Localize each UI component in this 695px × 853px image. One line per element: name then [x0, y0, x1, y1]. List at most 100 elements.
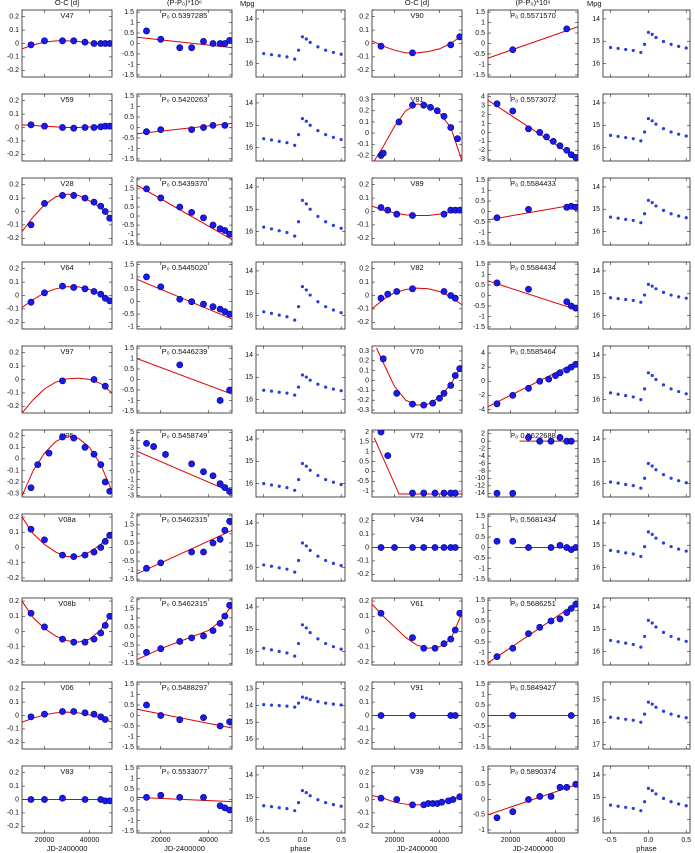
- photometry-dot: [269, 805, 274, 809]
- photometry-dot: [654, 287, 658, 291]
- data-point: [563, 609, 571, 617]
- data-point: [226, 806, 232, 814]
- photometry-dot: [300, 461, 305, 466]
- data-point: [536, 623, 544, 631]
- photometry-dot: [316, 554, 320, 558]
- y-tick-label: -1: [128, 61, 134, 68]
- y-tick-label: -0.2: [7, 479, 19, 486]
- y-tick-label: 1: [130, 775, 134, 782]
- data-point: [509, 391, 517, 399]
- panel: -1.5 -1 -0.5 0 0.5 1 1.5 P₀ 0.5584433: [473, 177, 579, 247]
- y-tick-label: 1: [481, 19, 485, 26]
- y-tick-label: 14: [245, 702, 253, 709]
- panel: -1.5 -1 -0.5 0 0.5 1 1.5 2 P₀ 0.5462315: [122, 597, 233, 667]
- data-point: [41, 623, 48, 631]
- panel: 14 15 16: [592, 429, 691, 498]
- photometry-dot: [650, 464, 654, 468]
- y-tick-label: 0: [130, 712, 134, 719]
- photometry-dot: [339, 311, 343, 315]
- photometry-dot: [324, 701, 328, 705]
- y-tick-label: 1: [130, 461, 134, 468]
- y-tick-label: 15: [245, 626, 253, 633]
- y-tick-label: 14: [592, 772, 600, 779]
- photometry-dot: [646, 198, 650, 202]
- data-point: [59, 433, 66, 441]
- photometry-dot: [277, 313, 281, 317]
- photometry-dot: [262, 137, 266, 141]
- y-tick-label: 1.5: [124, 186, 134, 193]
- data-point: [409, 285, 416, 293]
- panel-title: V06: [60, 683, 73, 692]
- y-tick-label: -1.5: [473, 660, 485, 667]
- y-tick-label: 1: [130, 531, 134, 538]
- data-point: [556, 615, 564, 623]
- data-point: [226, 718, 232, 726]
- panel: -1 -0.5 0 0.5 1 1.5 P₀ 0.5445020: [122, 261, 233, 330]
- photometry-dot: [669, 212, 673, 216]
- data-point: [226, 230, 232, 238]
- y-tick-label: 0.1: [9, 783, 19, 790]
- y-tick-label: 1: [130, 19, 134, 26]
- fit-curve: [488, 26, 578, 59]
- y-tick-label: 16: [245, 312, 253, 319]
- x-tick-label: 40000: [546, 837, 566, 844]
- data-point: [440, 489, 448, 497]
- y-tick-label: -1.5: [473, 324, 485, 331]
- data-point: [59, 635, 66, 643]
- y-tick-label: 0: [481, 208, 485, 215]
- photometry-dot: [684, 716, 688, 720]
- panel: -0.2 -0.1 0 0.1 0.2 20000 40000 V83 JD-2400000: [7, 765, 113, 853]
- photometry-dot: [316, 382, 320, 386]
- panel: 14 15 16: [592, 93, 691, 162]
- data-point: [209, 40, 217, 47]
- panel-title: P₀ 0.5890374: [510, 767, 556, 776]
- data-point: [431, 489, 439, 497]
- data-point: [393, 210, 401, 218]
- y-tick-label: -1: [479, 733, 485, 740]
- y-tick-label: -6: [479, 460, 485, 467]
- photometry-dot: [316, 637, 320, 641]
- y-tick-label: 1.5: [124, 345, 134, 352]
- panel: 14 15 16 -0.5 0.0 0.5 phase: [592, 765, 691, 853]
- data-point: [157, 712, 165, 719]
- y-tick-label: 0: [130, 40, 134, 47]
- y-tick-label: -0.5: [473, 639, 485, 646]
- photometry-dot: [293, 570, 297, 574]
- panel-title: P₀ 0.5397285: [162, 11, 208, 20]
- y-tick-label: 16: [245, 396, 253, 403]
- photometry-dot: [293, 705, 297, 709]
- data-point: [90, 198, 98, 206]
- data-point: [409, 712, 416, 719]
- plot-frame: [602, 9, 691, 78]
- y-tick-label: 15: [245, 206, 253, 213]
- fit-curve: [22, 516, 112, 558]
- panel: -4 -2 0 2 4 P₀ 0.5585464: [479, 345, 579, 414]
- photometry-dot: [296, 48, 301, 52]
- data-point: [176, 44, 184, 52]
- data-point: [97, 202, 105, 210]
- y-tick-label: -0.5: [122, 51, 134, 58]
- data-point: [395, 118, 403, 126]
- fit-curve: [488, 99, 578, 160]
- data-point: [572, 203, 578, 211]
- photometry-dot: [677, 295, 681, 299]
- plot-frame: [487, 345, 579, 414]
- photometry-dot: [277, 704, 281, 708]
- data-point: [59, 37, 66, 45]
- photometry-dot: [643, 545, 647, 549]
- data-point: [143, 648, 150, 656]
- y-tick-label: 0: [15, 40, 19, 47]
- plot-frame: [136, 93, 233, 162]
- data-point: [509, 46, 517, 54]
- fit-curve: [137, 708, 232, 729]
- data-point: [97, 290, 105, 298]
- y-tick-label: -0.5: [473, 303, 485, 310]
- data-point: [547, 437, 555, 445]
- panel-title: V61: [410, 599, 423, 608]
- y-tick-label: 0.2: [9, 514, 19, 521]
- data-point: [409, 49, 416, 57]
- y-tick-label: 1.5: [124, 9, 134, 16]
- panel-title: V91: [410, 683, 423, 692]
- photometry-dot: [296, 641, 301, 646]
- y-tick-label: -1: [479, 61, 485, 68]
